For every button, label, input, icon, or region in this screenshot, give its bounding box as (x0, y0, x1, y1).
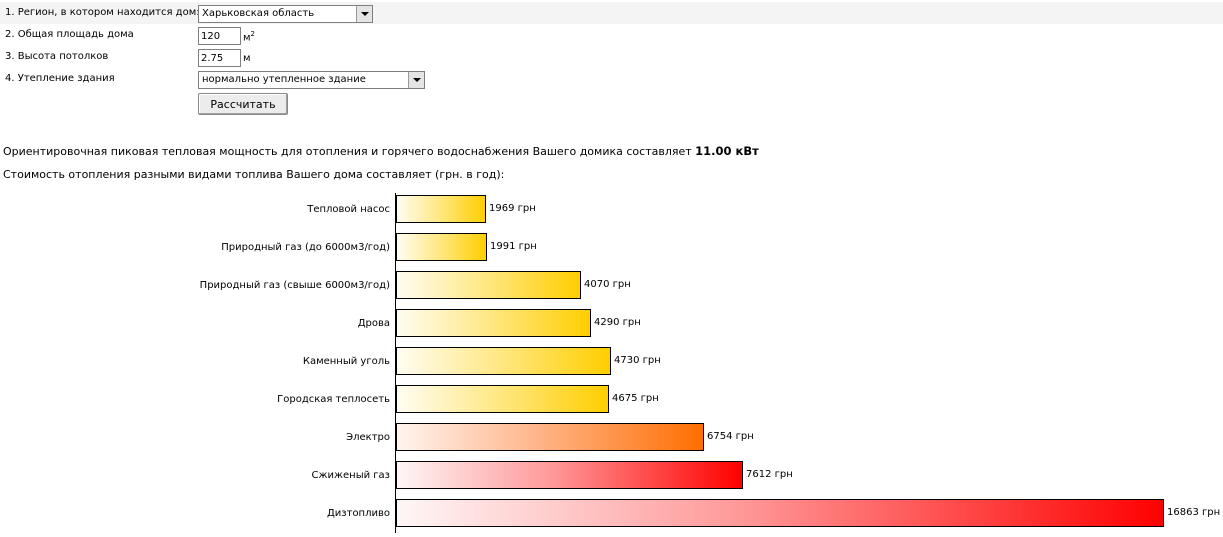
region-label: 1. Регион, в котором находится дом: (5, 7, 200, 18)
insulation-select-value: нормально утепленное здание (202, 74, 366, 85)
bar (396, 271, 581, 299)
bar-value-label: 1969 грн (489, 203, 536, 214)
area-unit-text: м (243, 32, 251, 44)
power-value: 11.00 кВт (695, 144, 759, 158)
bar-label: Природный газ (свыше 6000м3/год) (199, 279, 390, 291)
insulation-select[interactable]: нормально утепленное здание (198, 71, 425, 89)
region-select[interactable]: Харьковская область (198, 5, 373, 23)
insulation-label: 4. Утепление здания (5, 73, 115, 84)
area-unit-sup: 2 (250, 30, 256, 38)
bar (396, 385, 609, 413)
bar-label: Электро (346, 431, 390, 443)
height-unit: м (243, 53, 251, 64)
area-input[interactable] (198, 27, 241, 45)
bar-label: Природный газ (до 6000м3/год) (221, 241, 390, 253)
power-text: Ориентировочная пиковая тепловая мощност… (3, 145, 692, 158)
bar-label: Городская теплосеть (277, 393, 390, 405)
area-label: 2. Общая площадь дома (5, 29, 134, 40)
bar-label: Дрова (357, 317, 390, 329)
chevron-down-icon[interactable] (408, 72, 424, 88)
bar (396, 233, 487, 261)
area-unit: м2 (243, 30, 255, 43)
cost-heading: Стоимость отопления разными видами топли… (3, 168, 505, 181)
bar (396, 309, 591, 337)
bar-label: Сжиженый газ (311, 469, 390, 481)
bar-value-label: 7612 грн (746, 469, 793, 480)
height-label: 3. Высота потолков (5, 51, 109, 62)
bar-value-label: 16863 грн (1167, 507, 1221, 518)
bar (396, 347, 611, 375)
region-select-value: Харьковская область (202, 8, 315, 19)
bar-value-label: 6754 грн (707, 431, 754, 442)
bar-label: Дизтопливо (326, 507, 390, 519)
calculate-button[interactable]: Рассчитать (198, 93, 288, 115)
bar-label: Каменный уголь (302, 355, 390, 367)
bar-value-label: 4675 грн (612, 393, 659, 404)
height-input[interactable] (198, 49, 241, 67)
bar (396, 423, 704, 451)
power-result: Ориентировочная пиковая тепловая мощност… (3, 144, 759, 158)
bar (396, 461, 743, 489)
bar-value-label: 4730 грн (614, 355, 661, 366)
bar-value-label: 1991 грн (490, 241, 537, 252)
bar (396, 499, 1164, 527)
chart-axis (395, 193, 396, 533)
bar-label: Тепловой насос (307, 203, 390, 215)
bar-value-label: 4070 грн (584, 279, 631, 290)
chevron-down-icon[interactable] (356, 6, 372, 22)
bar-value-label: 4290 грн (594, 317, 641, 328)
bar (396, 195, 486, 223)
